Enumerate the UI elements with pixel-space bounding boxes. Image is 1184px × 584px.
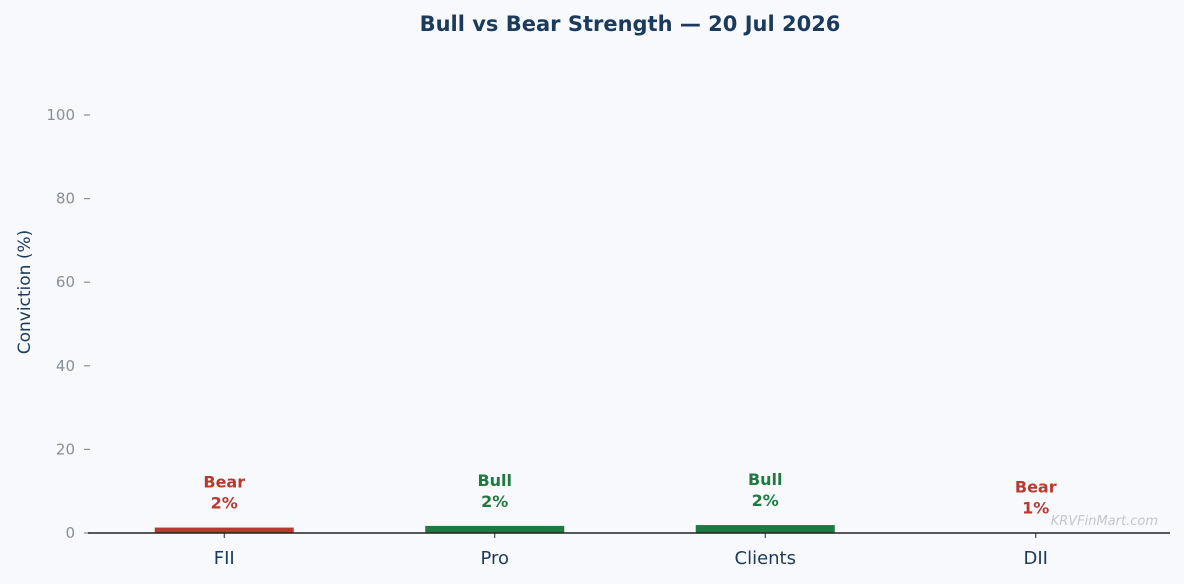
- data-label-value: 2%: [211, 494, 238, 513]
- y-tick-label: 100: [46, 106, 75, 124]
- data-label-stance: Bull: [748, 470, 783, 489]
- data-labels: Bear 2% Bull 2% Bull 2% Bear 1%: [203, 470, 1056, 518]
- watermark: KRVFinMart.com: [1051, 514, 1158, 529]
- data-label-value: 2%: [481, 492, 508, 511]
- data-label-value: 1%: [1022, 499, 1049, 518]
- data-label-stance: Bear: [203, 473, 245, 492]
- x-tick-label: Clients: [735, 548, 797, 569]
- y-tick-label: 0: [65, 524, 75, 542]
- x-tick-label: FII: [214, 548, 235, 569]
- y-tick-label: 80: [56, 190, 75, 208]
- bar-pro: [425, 525, 565, 533]
- y-axis: 0 20 40 60 80 100: [46, 106, 90, 542]
- bars: [154, 525, 1106, 533]
- x-axis: FII Pro Clients DII: [88, 532, 1170, 569]
- y-axis-label: Conviction (%): [15, 230, 35, 355]
- y-tick-label: 40: [56, 357, 75, 375]
- bar-clients: [695, 525, 835, 533]
- bar-fii: [154, 527, 294, 533]
- data-label-value: 2%: [752, 491, 779, 510]
- y-tick-label: 20: [56, 440, 75, 458]
- data-label-stance: Bear: [1015, 478, 1057, 497]
- x-tick-label: DII: [1024, 548, 1048, 569]
- chart-title: Bull vs Bear Strength — 20 Jul 2026: [420, 12, 841, 36]
- y-tick-label: 60: [56, 273, 75, 291]
- data-label-stance: Bull: [477, 471, 512, 490]
- x-tick-label: Pro: [480, 548, 509, 569]
